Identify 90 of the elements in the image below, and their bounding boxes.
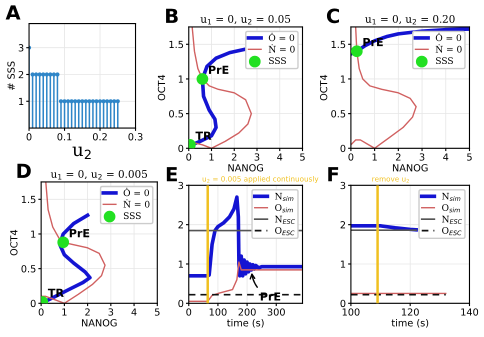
- y-tick-label: 1: [19, 98, 24, 105]
- x-tick-label: 0: [38, 308, 44, 316]
- x-tick-label: 4: [443, 153, 448, 161]
- x-tick-label: 0: [186, 153, 192, 161]
- legend-label: Ṅ = 0: [436, 44, 462, 53]
- y-axis-title: OCT4: [320, 74, 328, 100]
- y-tick-label: 2: [178, 221, 183, 228]
- y-axis-title: # SSS: [7, 61, 15, 90]
- y-tick-label: 1.5: [332, 40, 346, 48]
- annotation: PrE: [70, 229, 90, 238]
- text: C: [326, 8, 340, 24]
- y-tick-label: 1.5: [22, 196, 36, 204]
- legend-label: O$_{ESC}$: [275, 227, 294, 236]
- legend-label: SSS: [269, 57, 286, 64]
- x-axis-title: NANOG: [82, 319, 117, 326]
- y-tick-label: 0.5: [331, 110, 346, 118]
- legend-label: SSS: [124, 212, 141, 220]
- y-tick-label: 1.5: [170, 40, 184, 48]
- chart-title: u$_{1}$ = 0, u$_{2}$ = 0.20: [365, 14, 455, 24]
- chart-title: u$_{1}$ = 0, u$_{2}$ = 0.005: [50, 170, 148, 180]
- y-tick-label: 0: [178, 300, 184, 308]
- x-tick-label: 4: [277, 153, 282, 161]
- x-tick-label: 5: [154, 308, 160, 316]
- x-tick-label: 3: [254, 153, 260, 161]
- y-axis-title: OCT4: [158, 74, 166, 100]
- x-tick-label: 5: [300, 153, 305, 161]
- x-tick-label: 100: [342, 308, 360, 316]
- x-tick-label: 2: [232, 153, 236, 161]
- x-tick-label: 120: [402, 308, 419, 316]
- y-tick-label: 1: [178, 260, 183, 268]
- text: B: [166, 8, 178, 23]
- x-tick-label: 200: [238, 308, 256, 316]
- legend-label: Ṅ = 0: [268, 44, 295, 53]
- y-tick-label: 0.5: [21, 265, 36, 272]
- x-axis-title: time (s): [392, 318, 428, 328]
- legend-label: Ȯ = 0: [124, 188, 149, 196]
- x-tick-label: 1: [372, 153, 377, 161]
- text: D: [17, 164, 31, 178]
- y-tick-label: 3: [18, 44, 24, 52]
- x-tick-label: 3: [420, 153, 424, 161]
- text: E: [166, 167, 177, 182]
- legend-label: N$_{sim}$: [442, 192, 460, 201]
- y-tick-label: 1: [340, 76, 346, 83]
- legend-label: O$_{sim}$: [275, 204, 293, 212]
- legend-label: O$_{sim}$: [442, 204, 460, 212]
- x-axis-title: u$_{2}$: [72, 146, 91, 159]
- legend-label: Ȯ = 0: [268, 32, 294, 42]
- y-tick-label: 3: [340, 182, 346, 190]
- annotation: PrE: [208, 66, 228, 74]
- annotation: PrE: [260, 292, 280, 301]
- legend-label: SSS: [436, 57, 453, 64]
- x-axis-title: time (s): [227, 318, 264, 328]
- y-tick-label: 3: [178, 182, 184, 190]
- x-tick-label: 0.3: [128, 133, 142, 140]
- x-tick-label: 2: [396, 153, 400, 161]
- y-tick-label: 1: [31, 230, 36, 238]
- legend-label: N$_{sim}$: [275, 192, 294, 201]
- y-tick-label: 1: [178, 76, 183, 83]
- x-tick-label: 2: [85, 308, 90, 316]
- x-tick-label: 0.2: [92, 133, 107, 140]
- y-tick-label: 0: [178, 144, 184, 152]
- y-tick-label: 0: [30, 300, 36, 308]
- text: F: [328, 167, 338, 182]
- legend-label: N$_{ESC}$: [442, 216, 462, 224]
- text: A: [6, 5, 20, 20]
- x-tick-label: 1: [62, 308, 67, 316]
- x-tick-label: 0: [186, 308, 192, 316]
- x-tick-label: 140: [461, 308, 478, 316]
- x-tick-label: 0: [348, 153, 354, 161]
- y-tick-label: 0.5: [169, 110, 184, 118]
- x-axis-title: NANOG: [228, 164, 264, 172]
- y-tick-label: 0: [340, 300, 346, 308]
- y-axis-title: OCT4: [10, 230, 18, 256]
- x-tick-label: 0.1: [57, 133, 72, 140]
- x-tick-label: 4: [131, 308, 137, 316]
- x-axis-title: NANOG: [392, 164, 428, 172]
- legend-label: O$_{ESC}$: [442, 227, 462, 236]
- legend-label: N$_{ESC}$: [275, 216, 295, 224]
- chart-title: u$_{1}$ = 0, u$_{2}$ = 0.05: [200, 14, 290, 24]
- x-tick-label: 300: [268, 308, 285, 316]
- y-tick-label: 2: [340, 221, 346, 228]
- x-tick-label: 1: [209, 153, 214, 161]
- legend-label: Ṅ = 0: [124, 199, 150, 208]
- legend-label: Ȯ = 0: [436, 32, 462, 42]
- y-tick-label: 2: [18, 70, 24, 78]
- x-tick-label: 5: [467, 153, 472, 161]
- y-tick-label: 0: [340, 144, 346, 152]
- x-tick-label: 3: [108, 308, 114, 316]
- x-tick-label: 100: [210, 308, 227, 316]
- y-tick-label: 1: [340, 260, 346, 268]
